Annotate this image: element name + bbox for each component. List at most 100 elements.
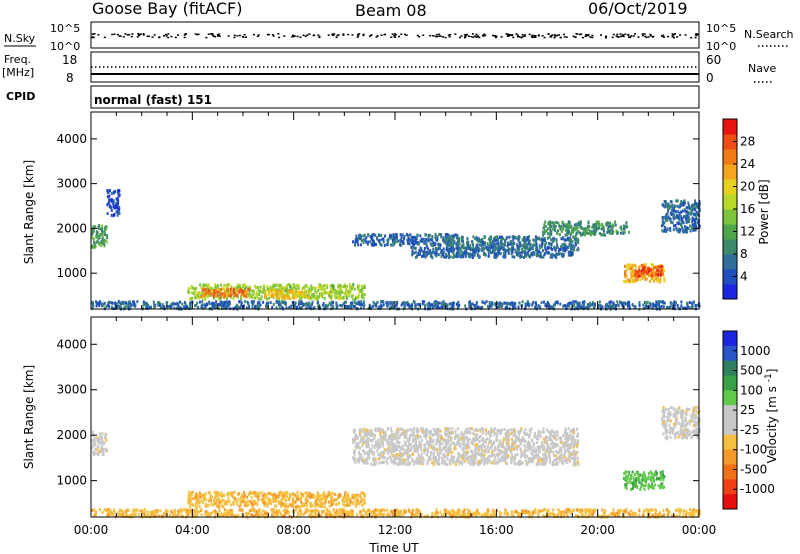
range-cell <box>379 441 382 445</box>
range-cell <box>341 290 344 294</box>
range-cell <box>661 229 664 233</box>
range-cell <box>363 427 366 431</box>
range-cell <box>491 250 494 254</box>
nsky-point <box>139 33 142 35</box>
range-cell <box>528 239 530 243</box>
range-cell <box>356 286 359 290</box>
range-cell <box>616 232 619 236</box>
range-cell <box>653 271 655 274</box>
range-cell <box>189 297 191 301</box>
range-cell <box>554 462 556 466</box>
range-cell <box>478 448 481 452</box>
range-cell <box>179 306 182 310</box>
range-cell <box>236 502 239 506</box>
nsky-point <box>627 34 630 37</box>
range-cell <box>557 221 560 225</box>
range-cell <box>447 249 450 253</box>
nsky-point <box>671 36 674 38</box>
range-cell <box>510 303 512 307</box>
range-cell <box>534 235 537 239</box>
range-cell <box>285 499 288 503</box>
range-cell <box>377 239 380 243</box>
range-cell <box>129 302 132 306</box>
nsky-point <box>213 35 216 38</box>
range-cell <box>323 305 326 309</box>
range-cell <box>555 237 558 241</box>
range-cell <box>487 237 490 241</box>
range-cell <box>669 301 672 305</box>
range-cell <box>694 206 697 210</box>
range-cell <box>641 263 643 267</box>
range-cell <box>461 236 464 240</box>
range-cell <box>103 244 106 248</box>
range-cell <box>681 209 684 213</box>
range-cell <box>429 238 432 242</box>
range-cell <box>592 224 595 228</box>
range-cell <box>454 447 457 451</box>
range-cell <box>459 445 462 449</box>
range-cell <box>228 283 230 287</box>
range-cell <box>354 498 357 502</box>
range-cell <box>439 433 442 437</box>
range-cell <box>677 210 680 214</box>
range-cell <box>662 301 665 305</box>
range-cell <box>329 296 332 300</box>
range-cell <box>538 254 541 258</box>
range-cell <box>472 253 475 256</box>
range-cell <box>136 300 139 304</box>
range-cell <box>462 242 465 246</box>
range-cell <box>242 289 245 293</box>
range-cell <box>469 255 472 259</box>
range-cell <box>101 449 104 453</box>
nsky-point <box>167 36 170 39</box>
range-cell <box>121 300 124 304</box>
range-cell <box>195 493 198 497</box>
range-cell <box>691 217 694 221</box>
range-cell <box>280 293 283 297</box>
range-cell <box>494 246 497 250</box>
range-cell <box>222 292 225 295</box>
range-cell <box>649 268 652 272</box>
range-cell <box>452 240 455 244</box>
range-cell <box>301 294 303 298</box>
range-cell <box>510 431 513 435</box>
range-cell <box>643 270 646 274</box>
range-cell <box>435 461 438 465</box>
range-cell <box>563 304 566 308</box>
range-cell <box>380 304 383 308</box>
range-cell <box>352 283 355 287</box>
range-cell <box>241 287 244 291</box>
nsky-point <box>553 36 556 39</box>
range-cell <box>631 273 634 277</box>
range-cell <box>278 301 281 304</box>
range-cell <box>346 501 349 505</box>
range-cell <box>523 236 526 239</box>
range-cell <box>256 295 259 299</box>
range-cell <box>354 297 357 301</box>
range-cell <box>579 225 582 229</box>
range-cell <box>341 304 343 308</box>
range-cell <box>384 438 387 442</box>
range-cell <box>243 499 246 503</box>
range-cell <box>570 243 573 247</box>
range-cell <box>412 300 415 304</box>
range-cell <box>383 243 386 247</box>
range-cell <box>357 243 360 247</box>
range-cell <box>496 254 499 258</box>
colorbar-tick-label: 20 <box>740 180 755 194</box>
range-cell <box>344 491 347 495</box>
range-cell <box>559 454 562 458</box>
range-cell <box>548 251 551 255</box>
range-cell <box>296 491 299 494</box>
range-cell <box>434 236 437 239</box>
range-cell <box>281 292 284 296</box>
range-cell <box>686 228 689 232</box>
range-cell <box>672 217 675 221</box>
range-cell <box>217 290 220 294</box>
range-cell <box>541 255 544 259</box>
range-cell <box>568 244 571 248</box>
range-cell <box>253 491 256 494</box>
range-cell <box>167 305 170 308</box>
range-cell <box>549 446 552 450</box>
